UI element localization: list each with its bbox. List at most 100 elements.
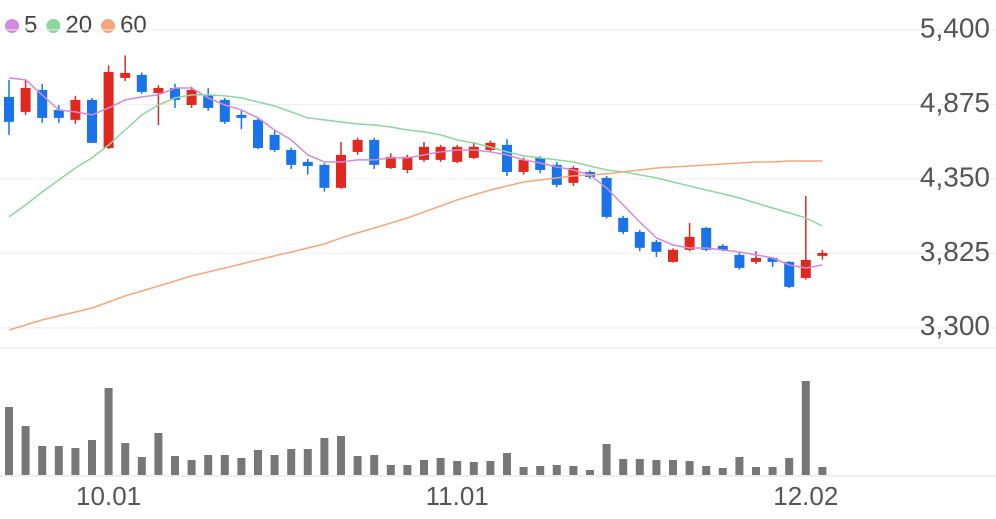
volume-bar [486,461,495,475]
volume-bar [602,444,611,475]
volume-bar [270,455,279,475]
candle-body [452,146,463,162]
candle-body [120,72,131,78]
candle-body [601,177,612,217]
volume-bar [320,438,329,475]
candle-body [817,252,828,256]
volume-bar [337,436,345,475]
candle-body [336,154,346,188]
candle-body [618,217,629,232]
volume-bar [88,440,96,475]
volume-bar [569,466,578,475]
volume-bar [619,459,628,475]
volume-bar [785,458,794,475]
volume-bar [104,388,113,475]
volume-bar [38,446,47,475]
candle-body [767,257,778,262]
volume-bar [469,462,478,475]
legend-swatch [5,19,19,33]
moving-average-line [8,94,823,227]
candle-body [717,245,728,250]
candle-body [170,87,180,100]
candle-body [551,164,562,185]
volume-bar [635,459,644,475]
volume-bar [652,460,661,475]
volume-bar [420,460,428,475]
candle-body [269,134,280,150]
volume-bar [586,470,594,475]
y-tick-label: 3,300 [920,310,990,341]
candle-body [302,161,313,166]
y-tick-label: 4,350 [920,161,990,192]
volume-bar [287,449,296,475]
volume-bar [303,449,312,475]
candle-body [153,87,164,93]
candle-body [352,139,363,152]
candle-body [219,99,230,122]
moving-average-line [8,77,823,269]
candle-body [784,261,795,287]
candle-body [502,144,512,172]
volume-bar [5,407,13,475]
volume-bar [752,467,760,475]
candle-body [87,99,97,143]
legend-label: 60 [120,11,147,38]
legend: 5 20 60 [5,11,147,38]
volume-bar [54,446,63,475]
candle-body [701,227,712,250]
candle-body [20,87,31,112]
x-tick-label: 10.01 [76,481,141,511]
volume-bar [818,467,827,475]
legend-swatch [46,19,61,33]
volume-bar [503,453,511,475]
candle-body [468,146,479,158]
candle-body [734,254,745,268]
volume-bar [735,457,744,475]
volume-bar [536,466,545,475]
volume-bar [436,458,445,475]
volume-bar [220,455,229,475]
volume-bar [702,466,711,475]
candle-body [53,109,64,118]
candle-body [518,159,529,172]
candle-body [186,89,197,105]
volume-bar [370,455,379,475]
volume-bar [403,465,412,475]
candle-body [535,157,546,170]
volume-bar [121,443,130,475]
legend-swatch [101,19,116,33]
volume-bar [187,460,196,475]
volume-bar [669,460,677,475]
legend-label: 20 [65,11,92,38]
volume-bar [137,457,146,475]
volume-bar [21,426,30,475]
candle-body [136,74,147,92]
volume-bar [171,456,179,475]
volume-bar [519,467,528,475]
candle-body [651,241,662,252]
candle-body [37,89,48,118]
candle-body [4,96,14,122]
volume-bar [237,458,246,475]
volume-bar [768,467,777,475]
legend-label: 5 [24,11,37,38]
volume-bar [204,455,213,475]
candle-body [70,99,81,120]
volume-bar [386,465,395,475]
candle-body [419,146,429,160]
volume-bar [71,448,80,475]
candle-body [751,257,761,262]
volume-bar [353,456,362,475]
candle-body [236,114,247,118]
volume-bar [154,433,163,475]
candle-body [668,249,678,262]
candle-body [319,164,330,188]
x-tick-label: 11.01 [426,481,489,511]
candle-body [402,156,413,170]
candle-body [369,139,380,165]
volume-bar [685,461,694,475]
volume-bar [718,468,727,475]
volume-bar [254,450,262,475]
